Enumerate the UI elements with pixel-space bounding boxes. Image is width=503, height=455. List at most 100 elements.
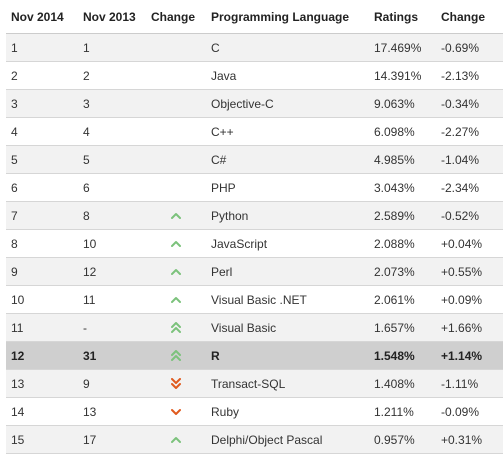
rank-nov-2014: 5	[6, 145, 78, 174]
language-name: Ruby	[206, 397, 369, 426]
rank-change-indicator	[146, 285, 206, 314]
table-row: 14 13 Ruby 1.211% -0.09%	[6, 397, 503, 426]
header-programming-language[interactable]: Programming Language	[206, 0, 369, 34]
language-name: Delphi/Object Pascal	[206, 425, 369, 454]
rank-change-indicator	[146, 89, 206, 118]
rank-nov-2014: 10	[6, 285, 78, 314]
rank-change-indicator	[146, 201, 206, 230]
rank-nov-2013: 10	[78, 229, 146, 258]
rank-nov-2013: 13	[78, 397, 146, 426]
rank-nov-2013: 12	[78, 257, 146, 286]
table-body: 1 1 C 17.469% -0.69% 2 2 Java 14.391% -2.13% 3 3 Obj…	[6, 33, 503, 454]
language-name: C#	[206, 145, 369, 174]
rating-value: 1.548%	[369, 341, 436, 370]
rank-nov-2014: 8	[6, 229, 78, 258]
rank-nov-2014: 12	[6, 341, 78, 370]
rank-nov-2014: 7	[6, 201, 78, 230]
rating-change-value: -2.13%	[436, 61, 503, 90]
rank-nov-2014: 6	[6, 173, 78, 202]
language-name: C	[206, 33, 369, 62]
rank-nov-2013: 2	[78, 61, 146, 90]
table-row: 6 6 PHP 3.043% -2.34%	[6, 173, 503, 202]
rating-value: 1.408%	[369, 369, 436, 398]
rating-value: 6.098%	[369, 117, 436, 146]
table-header: Nov 2014 Nov 2013 Change Programming Lan…	[6, 0, 503, 34]
table-row: 12 31 R 1.548% +1.14%	[6, 341, 503, 370]
table-row: 9 12 Perl 2.073% +0.55%	[6, 257, 503, 286]
rating-change-value: -0.34%	[436, 89, 503, 118]
rank-nov-2014: 2	[6, 61, 78, 90]
double-chevron-up-icon	[171, 349, 181, 363]
rating-change-value: -0.69%	[436, 33, 503, 62]
rating-value: 4.985%	[369, 145, 436, 174]
rating-value: 0.957%	[369, 425, 436, 454]
table-row: 10 11 Visual Basic .NET 2.061% +0.09%	[6, 285, 503, 314]
rank-change-indicator	[146, 229, 206, 258]
language-name: PHP	[206, 173, 369, 202]
chevron-down-icon	[171, 405, 181, 419]
rating-value: 2.073%	[369, 257, 436, 286]
rating-change-value: +0.55%	[436, 257, 503, 286]
rank-change-indicator	[146, 341, 206, 370]
rating-change-value: -2.34%	[436, 173, 503, 202]
rating-value: 17.469%	[369, 33, 436, 62]
rank-nov-2013: 17	[78, 425, 146, 454]
rating-change-value: -1.11%	[436, 369, 503, 398]
table-row: 13 9 Transact-SQL 1.408% -1.11%	[6, 369, 503, 398]
language-name: C++	[206, 117, 369, 146]
chevron-up-icon	[171, 237, 181, 251]
rank-nov-2013: 6	[78, 173, 146, 202]
rank-nov-2013: -	[78, 313, 146, 342]
rank-change-indicator	[146, 313, 206, 342]
rank-nov-2013: 3	[78, 89, 146, 118]
header-nov-2014[interactable]: Nov 2014	[6, 0, 78, 34]
rating-value: 2.061%	[369, 285, 436, 314]
rating-change-value: +0.04%	[436, 229, 503, 258]
rating-change-value: -0.52%	[436, 201, 503, 230]
rating-value: 2.088%	[369, 229, 436, 258]
rating-change-value: -1.04%	[436, 145, 503, 174]
rank-change-indicator	[146, 257, 206, 286]
rating-change-value: -0.09%	[436, 397, 503, 426]
table-row: 1 1 C 17.469% -0.69%	[6, 33, 503, 62]
rank-change-indicator	[146, 397, 206, 426]
rank-nov-2014: 3	[6, 89, 78, 118]
table-row: 2 2 Java 14.391% -2.13%	[6, 61, 503, 90]
chevron-up-icon	[171, 433, 181, 447]
rank-change-indicator	[146, 369, 206, 398]
rating-value: 14.391%	[369, 61, 436, 90]
chevron-up-icon	[171, 293, 181, 307]
header-rank-change[interactable]: Change	[146, 0, 206, 34]
table-row: 8 10 JavaScript 2.088% +0.04%	[6, 229, 503, 258]
language-name: Python	[206, 201, 369, 230]
rank-nov-2013: 11	[78, 285, 146, 314]
tiobe-ranking-table: Nov 2014 Nov 2013 Change Programming Lan…	[6, 0, 503, 454]
rank-nov-2014: 1	[6, 33, 78, 62]
rating-change-value: +0.31%	[436, 425, 503, 454]
rank-change-indicator	[146, 117, 206, 146]
table-row: 7 8 Python 2.589% -0.52%	[6, 201, 503, 230]
rating-value: 2.589%	[369, 201, 436, 230]
rank-nov-2013: 4	[78, 117, 146, 146]
header-ratings-change[interactable]: Change	[436, 0, 503, 34]
rating-change-value: +0.09%	[436, 285, 503, 314]
rating-value: 1.211%	[369, 397, 436, 426]
language-name: Transact-SQL	[206, 369, 369, 398]
table-row: 5 5 C# 4.985% -1.04%	[6, 145, 503, 174]
header-row: Nov 2014 Nov 2013 Change Programming Lan…	[6, 0, 503, 34]
chevron-up-icon	[171, 265, 181, 279]
rank-nov-2014: 11	[6, 313, 78, 342]
rating-value: 9.063%	[369, 89, 436, 118]
double-chevron-down-icon	[171, 377, 181, 391]
language-name: Objective-C	[206, 89, 369, 118]
table-row: 3 3 Objective-C 9.063% -0.34%	[6, 89, 503, 118]
language-name: Perl	[206, 257, 369, 286]
header-ratings[interactable]: Ratings	[369, 0, 436, 34]
table-row: 15 17 Delphi/Object Pascal 0.957% +0.31%	[6, 425, 503, 454]
rank-nov-2014: 13	[6, 369, 78, 398]
rank-change-indicator	[146, 33, 206, 62]
rank-nov-2014: 14	[6, 397, 78, 426]
rank-nov-2013: 8	[78, 201, 146, 230]
rank-change-indicator	[146, 61, 206, 90]
header-nov-2013[interactable]: Nov 2013	[78, 0, 146, 34]
